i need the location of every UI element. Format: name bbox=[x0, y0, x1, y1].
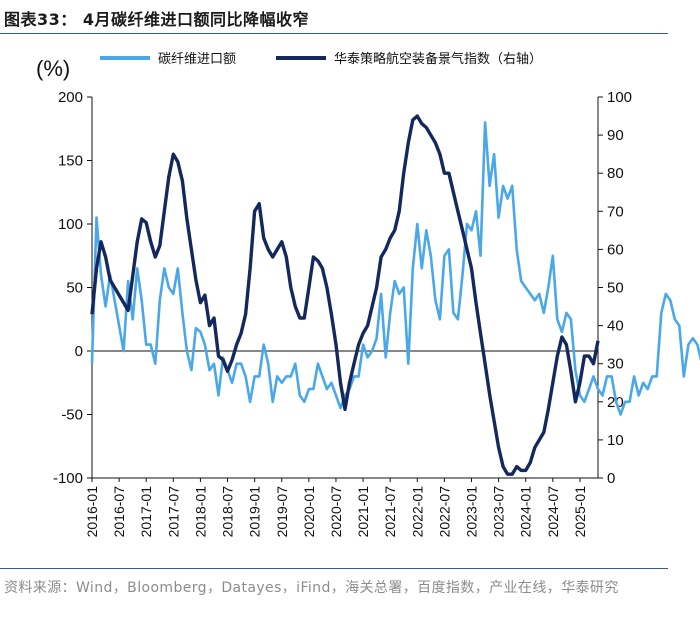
x-tick-label: 2016-01 bbox=[84, 486, 100, 538]
x-tick-label: 2019-01 bbox=[247, 486, 263, 538]
series-line-carbon-fiber-imports bbox=[90, 121, 700, 416]
y-left-tick-label: -100 bbox=[53, 470, 83, 487]
y-left-tick-label: 100 bbox=[58, 216, 83, 233]
y-right-tick-label: 50 bbox=[607, 280, 624, 297]
y-right-tick-label: 0 bbox=[607, 470, 615, 487]
source-note: 资料来源：Wind，Bloomberg，Datayes，iFind，海关总署，百… bbox=[4, 580, 619, 596]
series-line-aviation-index bbox=[90, 114, 600, 476]
y-left-tick-label: 200 bbox=[58, 89, 83, 106]
y-right-tick-label: 40 bbox=[607, 318, 624, 335]
x-tick-label: 2022-07 bbox=[436, 486, 452, 538]
title-divider bbox=[0, 33, 668, 34]
x-tick-label: 2024-07 bbox=[545, 486, 561, 538]
x-tick-label: 2023-07 bbox=[491, 486, 507, 538]
x-tick-label: 2018-01 bbox=[192, 486, 208, 538]
y-right-tick-label: 10 bbox=[607, 432, 624, 449]
y-left-tick-label: 50 bbox=[66, 280, 83, 297]
x-tick-label: 2024-01 bbox=[518, 486, 534, 538]
legend-label-series2: 华泰策略航空装备景气指数（右轴） bbox=[334, 51, 542, 67]
y-right-tick-label: 30 bbox=[607, 356, 624, 373]
x-tick-label: 2020-07 bbox=[328, 486, 344, 538]
x-tick-label: 2018-07 bbox=[220, 486, 236, 538]
y-left-tick-label: -50 bbox=[61, 407, 83, 424]
y-left-tick-label: 0 bbox=[75, 343, 83, 360]
x-tick-label: 2017-01 bbox=[138, 486, 154, 538]
y-right-tick-label: 70 bbox=[607, 203, 624, 220]
y-right-tick-label: 100 bbox=[607, 89, 632, 106]
chart-lines bbox=[90, 114, 700, 476]
left-axis-unit: (%) bbox=[36, 56, 70, 81]
x-tick-label: 2023-01 bbox=[464, 486, 480, 538]
x-tick-label: 2022-01 bbox=[409, 486, 425, 538]
chart-axes: -100-50050100150200010203040506070809010… bbox=[53, 89, 632, 537]
y-left-tick-label: 150 bbox=[58, 153, 83, 170]
x-tick-label: 2025-01 bbox=[572, 486, 588, 538]
source-divider bbox=[0, 568, 668, 569]
y-right-tick-label: 80 bbox=[607, 165, 624, 182]
y-right-tick-label: 60 bbox=[607, 241, 624, 258]
x-tick-label: 2021-07 bbox=[382, 486, 398, 538]
x-tick-label: 2020-01 bbox=[301, 486, 317, 538]
chart-legend: 碳纤维进口额 华泰策略航空装备景气指数（右轴） (%) bbox=[36, 51, 542, 81]
legend-label-series1: 碳纤维进口额 bbox=[158, 52, 236, 67]
x-tick-label: 2017-07 bbox=[165, 486, 181, 538]
x-tick-label: 2021-01 bbox=[355, 486, 371, 538]
x-tick-label: 2019-07 bbox=[274, 486, 290, 538]
chart-title: 图表33： 4月碳纤维进口额同比降幅收窄 bbox=[4, 10, 309, 29]
y-right-tick-label: 90 bbox=[607, 127, 624, 144]
x-tick-label: 2016-07 bbox=[111, 486, 127, 538]
